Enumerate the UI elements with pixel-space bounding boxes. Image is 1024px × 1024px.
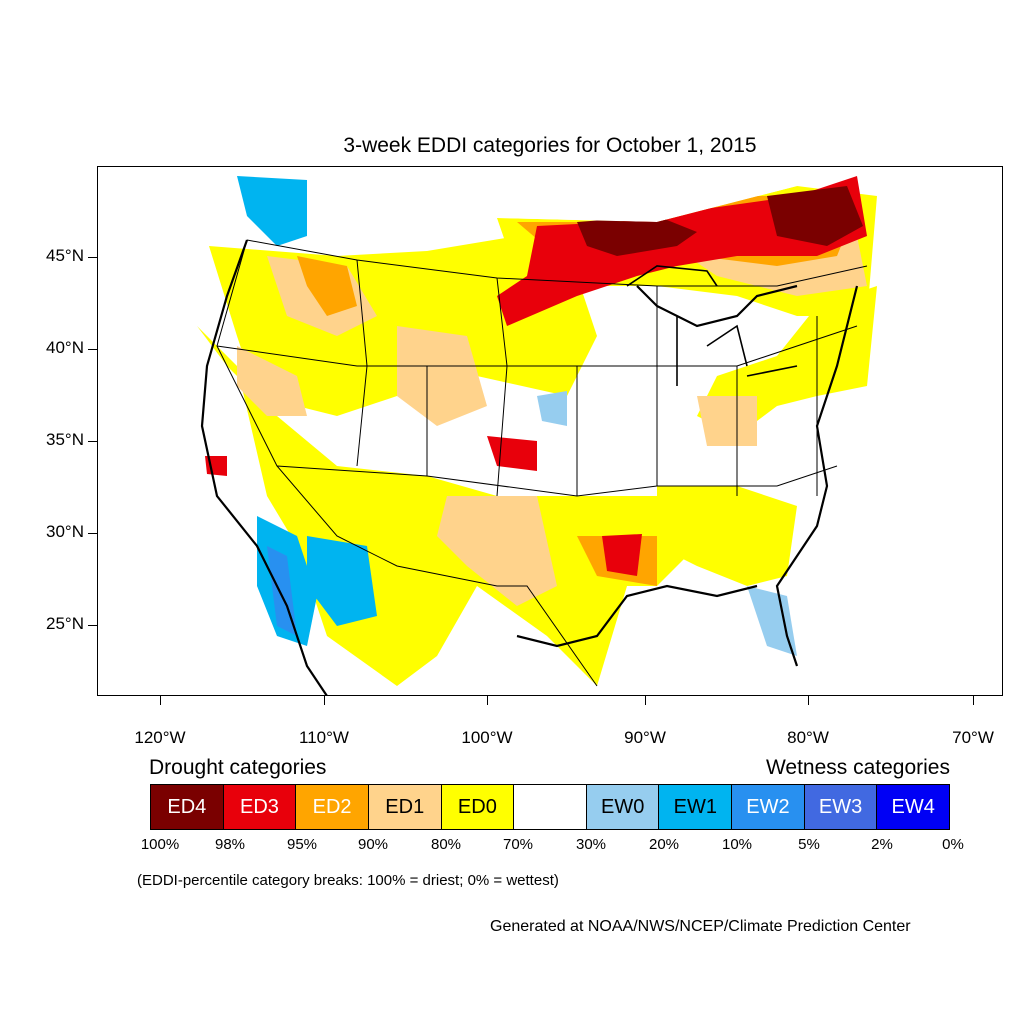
great-lakes xyxy=(626,265,798,386)
eddi-map xyxy=(97,166,1003,697)
lon-label-70w: 70°W xyxy=(952,728,994,747)
credit-line: Generated at NOAA/NWS/NCEP/Climate Predi… xyxy=(490,918,911,935)
break-label: 95% xyxy=(286,836,318,853)
eddi-shading xyxy=(197,176,877,686)
lat-tick xyxy=(88,533,97,534)
legend-cell-ew4: EW4 xyxy=(877,785,950,829)
legend-cell-ew1: EW1 xyxy=(659,785,733,829)
legend-cell-ew2: EW2 xyxy=(732,785,805,829)
lon-tick xyxy=(808,696,809,705)
lat-tick xyxy=(88,257,97,258)
lat-tick xyxy=(88,441,97,442)
coastline xyxy=(200,239,859,697)
legend-cell-ew3: EW3 xyxy=(804,785,878,829)
lon-tick xyxy=(645,696,646,705)
break-label: 2% xyxy=(871,836,893,853)
break-label: 98% xyxy=(214,836,246,853)
break-label: 20% xyxy=(648,836,680,853)
drought-categories-heading: Drought categories xyxy=(149,756,327,779)
lon-label-80w: 80°W xyxy=(787,728,829,747)
legend-cell-ed2: ED2 xyxy=(296,785,369,829)
legend-colorbar: ED4 ED3 ED2 ED1 ED0 EW0 EW1 EW2 EW3 EW4 xyxy=(150,784,950,830)
lat-label-35n: 35°N xyxy=(46,430,84,449)
legend-cell-ed1: ED1 xyxy=(368,785,442,829)
lon-label-100w: 100°W xyxy=(461,728,513,747)
legend-cell-ed0: ED0 xyxy=(441,785,515,829)
map-frame xyxy=(97,166,1003,697)
break-label: 10% xyxy=(721,836,753,853)
break-label: 80% xyxy=(430,836,462,853)
break-label: 0% xyxy=(942,836,964,853)
state-boundaries xyxy=(216,239,868,687)
lon-label-90w: 90°W xyxy=(624,728,666,747)
lat-label-40n: 40°N xyxy=(46,338,84,357)
lat-tick xyxy=(88,349,97,350)
lat-tick xyxy=(88,625,97,626)
break-label: 30% xyxy=(575,836,607,853)
lon-label-110w: 110°W xyxy=(299,728,349,747)
lat-label-25n: 25°N xyxy=(46,614,84,633)
lon-tick xyxy=(324,696,325,705)
break-label: 100% xyxy=(140,836,180,853)
legend-cell-ew0: EW0 xyxy=(586,785,660,829)
lon-tick xyxy=(973,696,974,705)
break-label: 5% xyxy=(798,836,820,853)
legend-cell-ed4: ED4 xyxy=(151,785,224,829)
legend-cell-ed3: ED3 xyxy=(223,785,297,829)
lon-tick xyxy=(487,696,488,705)
lon-tick xyxy=(160,696,161,705)
map-title: 3-week EDDI categories for October 1, 20… xyxy=(343,134,757,157)
lon-label-120w: 120°W xyxy=(134,728,186,747)
legend-cell-neutral xyxy=(514,785,587,829)
break-label: 90% xyxy=(357,836,389,853)
lat-label-45n: 45°N xyxy=(46,246,84,265)
lat-label-30n: 30°N xyxy=(46,522,84,541)
break-label: 70% xyxy=(502,836,534,853)
wetness-categories-heading: Wetness categories xyxy=(765,756,950,779)
category-break-footnote: (EDDI-percentile category breaks: 100% =… xyxy=(137,872,559,889)
